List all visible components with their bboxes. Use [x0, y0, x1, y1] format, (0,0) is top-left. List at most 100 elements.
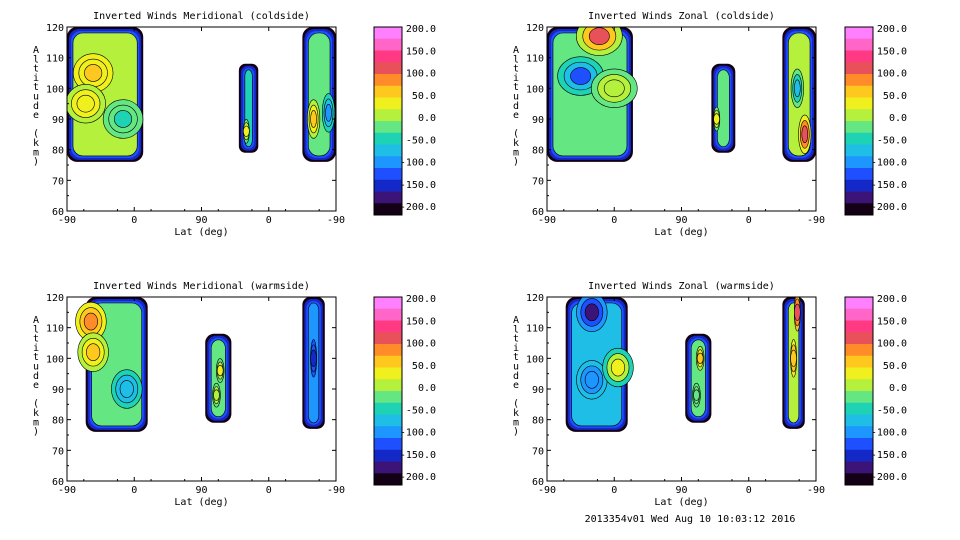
y-tick-label: 100: [526, 84, 544, 95]
colorbar-segment: [374, 414, 402, 427]
colorbar-label: -50.0: [877, 135, 907, 146]
x-tick-label: 0: [611, 485, 617, 496]
colorbar-segment: [845, 320, 873, 333]
y-axis-label-char: d: [33, 371, 39, 382]
y-tick-label: 70: [52, 176, 64, 187]
contour-level: [693, 389, 700, 401]
colorbar-segment: [845, 297, 873, 310]
colorbar-segment: [374, 438, 402, 451]
x-tick-label: 0: [746, 485, 752, 496]
y-tick-label: 110: [526, 54, 544, 65]
y-tick-label: 60: [532, 207, 544, 218]
colorbar-segment: [374, 156, 402, 169]
x-tick-label: 0: [266, 485, 272, 496]
y-tick-label: 90: [52, 115, 64, 126]
colorbar-segment: [845, 438, 873, 451]
x-axis-label: Lat (deg): [654, 227, 708, 238]
contour-region: [565, 297, 634, 432]
y-tick-label: 110: [46, 54, 64, 65]
colorbar-label: 150.0: [406, 316, 436, 327]
colorbar-label: -150.0: [400, 450, 436, 461]
contour-region: [782, 297, 805, 429]
colorbar-segment: [374, 132, 402, 145]
colorbar-label: 50.0: [883, 91, 907, 102]
y-axis-label-char: e: [513, 110, 519, 121]
colorbar-label: -100.0: [400, 428, 436, 439]
colorbar-segment: [845, 97, 873, 110]
y-tick-label: 110: [526, 324, 544, 335]
contour-region: [302, 297, 325, 429]
y-axis-label-char: t: [513, 64, 519, 75]
x-tick-label: -90: [807, 485, 825, 496]
y-tick-label: 90: [52, 385, 64, 396]
y-axis-label-char: i: [33, 73, 39, 84]
x-axis-label: Lat (deg): [174, 227, 228, 238]
y-axis-label-char: e: [33, 110, 39, 121]
y-tick-label: 120: [46, 293, 64, 304]
colorbar-label: -200.0: [871, 472, 907, 483]
y-axis-label-char: t: [33, 64, 39, 75]
contour-level: [713, 113, 720, 125]
y-tick-label: 120: [526, 23, 544, 34]
colorbar-segment: [374, 320, 402, 333]
colorbar-label: 0.0: [889, 113, 907, 124]
colorbar-label: -200.0: [400, 202, 436, 213]
contour-region: [302, 27, 336, 162]
x-tick-label: 0: [266, 215, 272, 226]
contour-regions: [67, 27, 336, 162]
contour-level: [216, 365, 224, 377]
y-tick-label: 100: [526, 354, 544, 365]
y-axis-label-char: u: [513, 362, 519, 373]
colorbar-label: -100.0: [871, 158, 907, 169]
y-axis-label-char: u: [33, 362, 39, 373]
contour-level: [696, 352, 704, 364]
y-axis-label-char: k: [33, 138, 39, 149]
contour-level: [325, 104, 332, 122]
colorbar-segment: [845, 414, 873, 427]
contour-level: [570, 67, 592, 85]
colorbar-segment: [845, 473, 873, 486]
colorbar-label: -100.0: [871, 428, 907, 439]
colorbar-label: 100.0: [877, 69, 907, 80]
colorbar-segment: [845, 367, 873, 380]
chart-panel-1: Inverted Winds Meridional (coldside) 60 70…: [33, 11, 436, 238]
colorbar-segment: [374, 473, 402, 486]
y-axis-label-char: l: [513, 324, 519, 335]
x-tick-label: -90: [538, 485, 556, 496]
y-axis-label-char: k: [513, 408, 519, 419]
chart-title: Inverted Winds Meridional (warmside): [93, 281, 310, 292]
colorbar-label: 0.0: [889, 383, 907, 394]
contour-level: [213, 389, 220, 401]
contour-region: [547, 27, 638, 162]
contour-level: [84, 64, 103, 82]
colorbar-segment: [845, 168, 873, 181]
colorbar-label: 50.0: [412, 361, 436, 372]
colorbar-segment: [374, 179, 402, 192]
contour-level: [310, 110, 317, 128]
colorbar-segment: [845, 391, 873, 404]
x-tick-label: 90: [675, 215, 687, 226]
y-axis-label-char: u: [513, 92, 519, 103]
y-tick-label: 80: [532, 146, 544, 157]
colorbar-segment: [374, 38, 402, 51]
colorbar-segment: [845, 85, 873, 98]
y-axis-label-char: (: [513, 129, 519, 140]
colorbar-segment: [374, 203, 402, 216]
colorbar-segment: [845, 332, 873, 345]
y-axis-label-char: i: [513, 73, 519, 84]
y-axis-label-char: A: [513, 45, 519, 56]
chart-panel-3: Inverted Winds Meridional (warmside) 60 70…: [33, 281, 436, 508]
colorbar-segment: [845, 132, 873, 145]
colorbar-segment: [845, 203, 873, 216]
x-tick-label: 90: [195, 485, 207, 496]
y-tick-label: 120: [526, 293, 544, 304]
y-axis-label-char: t: [513, 82, 519, 93]
colorbar-label: -50.0: [406, 405, 436, 416]
y-tick-label: 70: [52, 446, 64, 457]
y-axis-label-char: (: [33, 399, 39, 410]
colorbar-segment: [374, 50, 402, 63]
colorbar-label: 0.0: [418, 383, 436, 394]
contour-region: [711, 63, 736, 153]
colorbar-label: -150.0: [400, 180, 436, 191]
y-axis-label-char: A: [33, 315, 39, 326]
